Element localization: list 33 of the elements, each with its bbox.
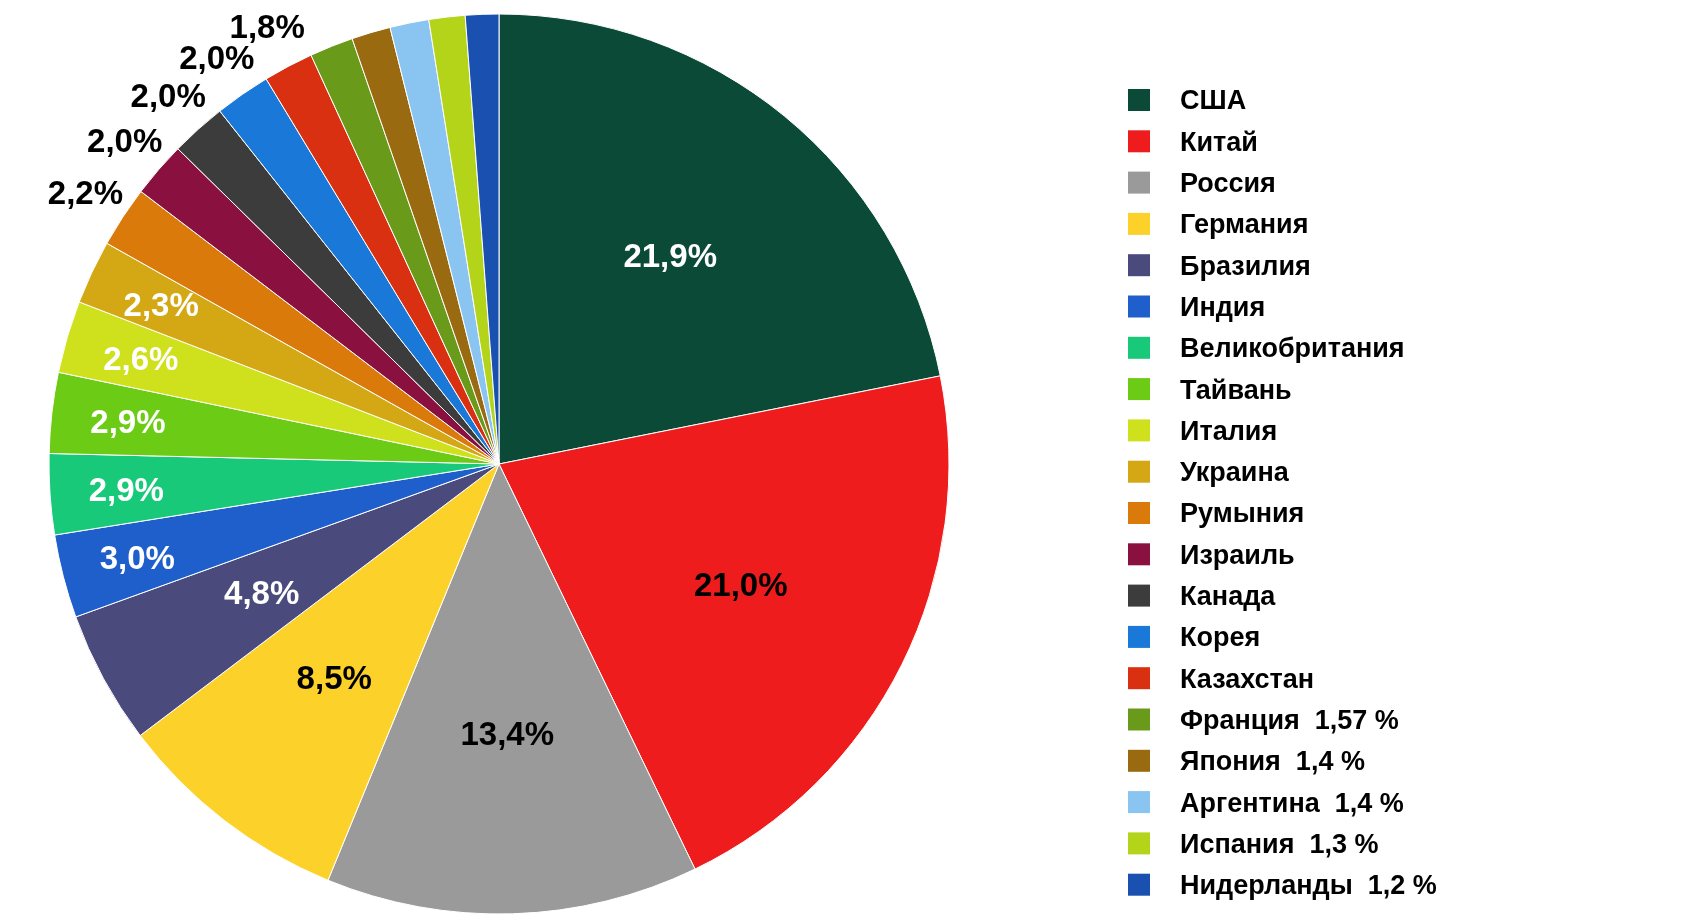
data-label: 4,8% <box>224 574 300 612</box>
legend-label: Италия <box>1180 415 1278 446</box>
legend-label: Испания 1,3 % <box>1180 828 1379 859</box>
data-label: 2,0% <box>130 77 206 115</box>
legend-label: Аргентина 1,4 % <box>1180 787 1404 818</box>
legend-label: Тайвань <box>1180 374 1292 405</box>
legend-label: Япония 1,4 % <box>1180 746 1365 777</box>
data-label: 3,0% <box>99 538 175 576</box>
data-label: 2,9% <box>90 402 166 440</box>
legend-label: Китай <box>1180 126 1258 157</box>
legend-label: Украина <box>1180 457 1290 488</box>
data-label: 2,9% <box>88 470 164 508</box>
data-label: 8,5% <box>296 659 372 697</box>
legend-label: Румыния <box>1180 498 1305 529</box>
data-label: 2,3% <box>123 286 199 324</box>
legend-label: Франция 1,57 % <box>1180 704 1399 735</box>
data-label: 21,0% <box>693 565 788 603</box>
data-label: 2,6% <box>103 339 179 377</box>
data-label: 13,4% <box>460 715 554 753</box>
legend-label: Германия <box>1180 209 1309 240</box>
legend-label: Корея <box>1180 622 1261 653</box>
legend-label: Великобритания <box>1180 333 1405 364</box>
legend-label: Казахстан <box>1180 663 1315 694</box>
legend-label: Россия <box>1180 168 1276 199</box>
legend-label: Израиль <box>1180 539 1295 570</box>
legend-label: США <box>1180 85 1247 116</box>
legend-label: Индия <box>1180 291 1266 322</box>
data-label: 2,2% <box>47 173 123 211</box>
legend-label: Канада <box>1180 581 1277 612</box>
legend-label: Нидерланды 1,2 % <box>1180 870 1437 901</box>
legend-label: Бразилия <box>1180 250 1311 281</box>
data-label: 2,0% <box>87 121 163 159</box>
data-label: 21,9% <box>623 236 717 274</box>
